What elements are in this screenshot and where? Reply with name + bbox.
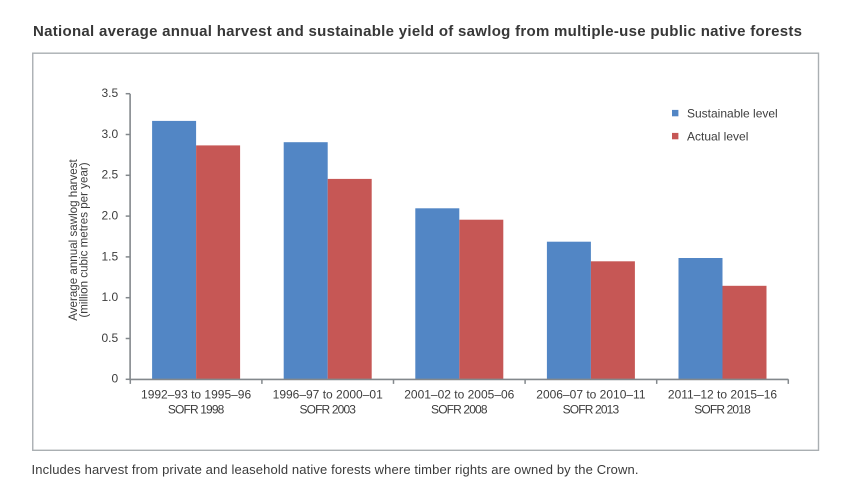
- svg-text:2006–07 to 2010–11: 2006–07 to 2010–11: [536, 387, 646, 401]
- svg-text:National average annual harves: National average annual harvest and sust…: [33, 23, 802, 40]
- svg-text:1.0: 1.0: [102, 290, 119, 304]
- svg-text:(million cubic metres per year: (million cubic metres per year): [77, 162, 90, 317]
- svg-text:3.5: 3.5: [102, 86, 119, 100]
- svg-text:2.0: 2.0: [102, 209, 119, 223]
- svg-text:1992–93 to 1995–96: 1992–93 to 1995–96: [141, 387, 251, 401]
- svg-text:Average annual sawlog harvest: Average annual sawlog harvest: [67, 158, 80, 320]
- svg-text:2011–12 to 2015–16: 2011–12 to 2015–16: [668, 387, 778, 401]
- svg-text:2001–02 to 2005–06: 2001–02 to 2005–06: [404, 387, 514, 401]
- svg-text:SOFR 2013: SOFR 2013: [563, 403, 620, 417]
- svg-text:3.0: 3.0: [102, 127, 119, 141]
- svg-text:1996–97 to 2000–01: 1996–97 to 2000–01: [273, 387, 383, 401]
- svg-text:0: 0: [112, 372, 119, 386]
- svg-text:Sustainable level: Sustainable level: [687, 106, 778, 120]
- svg-text:1.5: 1.5: [102, 249, 119, 263]
- svg-text:SOFR 2018: SOFR 2018: [694, 403, 751, 417]
- svg-text:Actual level: Actual level: [687, 129, 748, 143]
- svg-text:0.5: 0.5: [102, 331, 119, 345]
- svg-text:SOFR 1998: SOFR 1998: [168, 403, 225, 417]
- svg-text:SOFR 2008: SOFR 2008: [431, 403, 488, 417]
- svg-text:2.5: 2.5: [102, 168, 119, 182]
- svg-text:SOFR 2003: SOFR 2003: [299, 403, 356, 417]
- svg-text:Includes harvest from private: Includes harvest from private and leaseh…: [32, 462, 639, 477]
